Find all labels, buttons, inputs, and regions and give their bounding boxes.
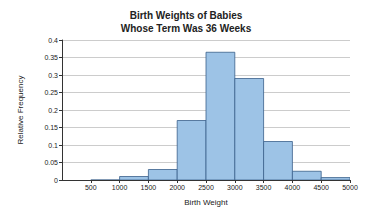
svg-text:0.4: 0.4: [48, 37, 58, 44]
svg-text:1000: 1000: [112, 184, 128, 191]
svg-text:3500: 3500: [256, 184, 272, 191]
svg-text:500: 500: [85, 184, 97, 191]
svg-text:1500: 1500: [141, 184, 157, 191]
svg-text:Relative Frequency: Relative Frequency: [16, 76, 25, 145]
svg-text:4000: 4000: [285, 184, 301, 191]
svg-text:Whose Term Was 36 Weeks: Whose Term Was 36 Weeks: [121, 23, 252, 34]
svg-text:0.1: 0.1: [48, 142, 58, 149]
svg-text:0: 0: [54, 177, 58, 184]
svg-text:0.35: 0.35: [44, 54, 58, 61]
svg-text:3000: 3000: [227, 184, 243, 191]
svg-text:0.2: 0.2: [48, 107, 58, 114]
svg-text:0.05: 0.05: [44, 159, 58, 166]
svg-text:0.25: 0.25: [44, 89, 58, 96]
svg-text:5000: 5000: [342, 184, 358, 191]
svg-text:Birth Weights of Babies: Birth Weights of Babies: [130, 10, 243, 21]
svg-text:Birth Weight: Birth Weight: [184, 198, 228, 207]
svg-text:4500: 4500: [313, 184, 329, 191]
svg-text:2500: 2500: [198, 184, 214, 191]
svg-text:2000: 2000: [169, 184, 185, 191]
svg-text:0.3: 0.3: [48, 72, 58, 79]
svg-text:0.15: 0.15: [44, 124, 58, 131]
